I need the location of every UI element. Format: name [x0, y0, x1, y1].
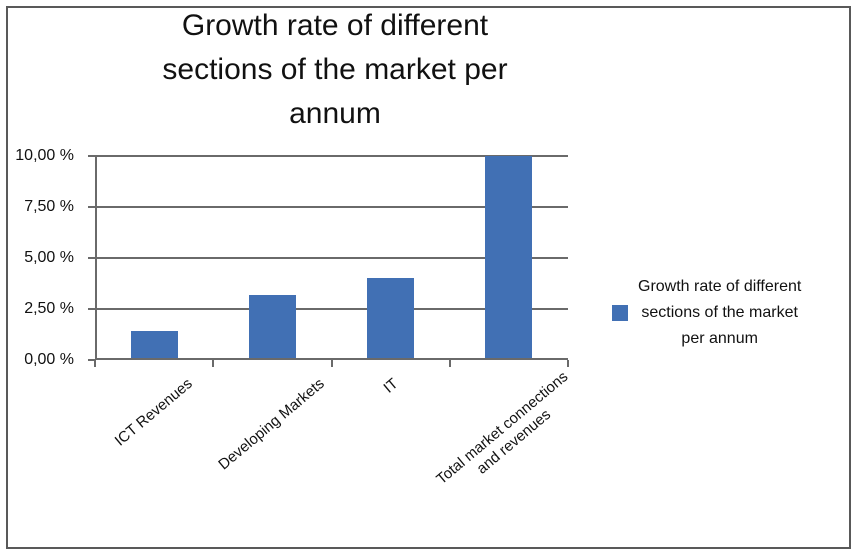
gridline — [95, 308, 568, 310]
legend: Growth rate of different sections of the… — [612, 274, 852, 352]
x-tick-mark — [330, 360, 333, 367]
y-tick-mark — [88, 257, 95, 259]
y-tick-label: 0,00 % — [24, 351, 74, 368]
y-tick-mark — [88, 308, 95, 310]
y-axis-line — [95, 156, 97, 360]
gridline — [95, 155, 568, 157]
bar — [248, 294, 296, 358]
y-tick-label: 5,00 % — [24, 249, 74, 266]
y-tick-label: 2,50 % — [24, 300, 74, 317]
y-tick-mark — [88, 359, 95, 361]
x-tick-mark — [567, 360, 569, 367]
legend-marker-swatch — [612, 305, 628, 321]
legend-label: Growth rate of different sections of the… — [638, 278, 802, 347]
y-tick-mark — [88, 206, 95, 208]
bar — [130, 331, 178, 358]
y-tick-label: 10,00 % — [15, 147, 74, 164]
x-tick-label: Developing Markets — [215, 375, 329, 474]
bar — [485, 156, 533, 358]
bar — [367, 278, 415, 358]
x-tick-mark — [212, 360, 215, 367]
y-tick-label: 7,50 % — [24, 198, 74, 215]
x-tick-label: IT — [379, 375, 402, 397]
x-tick-mark — [94, 360, 96, 367]
chart-title: Growth rate of different sections of the… — [162, 9, 508, 130]
plot-area — [95, 155, 568, 360]
x-tick-label: ICT Revenues — [111, 375, 196, 450]
gridline — [95, 206, 568, 208]
x-tick-label: Total market connections and revenues — [433, 368, 572, 488]
x-axis-line — [95, 358, 568, 360]
x-tick-mark — [448, 360, 451, 367]
y-tick-mark — [88, 155, 95, 157]
gridline — [95, 257, 568, 259]
